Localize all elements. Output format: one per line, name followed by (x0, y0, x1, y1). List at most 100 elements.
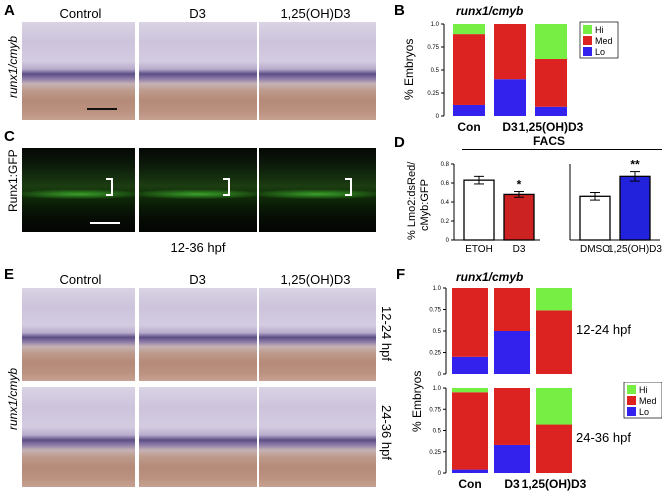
bar-segment-lo (452, 469, 488, 473)
legend-swatch-med (583, 36, 592, 45)
legend-label-med: Med (595, 36, 613, 46)
legend-swatch-med (627, 396, 636, 405)
y-tick-label: 0.75 (427, 45, 439, 51)
y-tick-label: 0 (436, 114, 440, 120)
micrograph-a-125ohd3 (259, 22, 376, 120)
y-axis-label: % Embryos (402, 39, 416, 100)
legend-swatch-lo (627, 407, 636, 416)
column-title-125ohd3: 1,25(OH)D3 (280, 6, 351, 21)
ylabel-f: % Embryos (410, 370, 424, 432)
bar-segment-hi (453, 24, 485, 35)
micrograph-e-125ohd3-top (259, 288, 376, 381)
y-tick-label: 0.8 (441, 162, 450, 168)
y-tick-label: 0 (438, 471, 442, 477)
bar-segment-lo (453, 104, 485, 116)
bar-segment-med (494, 288, 530, 331)
chart-b: % Embryos 0 0.25 0.5 0.75 1.0 Con D3 1,25(OH)D3 H… (402, 21, 619, 134)
bar-segment-hi (536, 388, 572, 425)
x-tick-label: D3 (502, 120, 518, 134)
y-tick-label: 0.6 (441, 181, 450, 187)
micrograph-a-control (22, 22, 135, 120)
panel-label-e: E (4, 266, 15, 283)
x-tick-label: 1,25(OH)D3 (519, 120, 584, 134)
bar-segment-med (535, 58, 567, 107)
column-title-d3-e: D3 (189, 272, 206, 287)
row-label-e-top: 12-24 hpf (379, 306, 394, 361)
ylabel-c: Runx1:GFP (6, 149, 20, 212)
legend-swatch-hi (583, 25, 592, 34)
bar-segment-med (452, 288, 488, 357)
scale-bar (87, 108, 117, 110)
micrograph-a-d3 (139, 22, 257, 120)
bracket-marker (106, 178, 113, 196)
bar-segment-med (494, 24, 526, 80)
x-tick-label: 1,25(OH)D3 (522, 477, 587, 491)
y-tick-label: 0.5 (433, 429, 442, 435)
bracket-marker (345, 178, 352, 196)
ylabel-d-line1: % Lmo2:dsRed/ (406, 161, 418, 240)
significance-left: * (517, 178, 522, 192)
bar (463, 179, 495, 241)
fluorescence-c-d3 (139, 148, 257, 232)
column-title-d3: D3 (189, 6, 206, 21)
ylabel-e: runx1/cmyb (6, 367, 20, 430)
legend-label-lo: Lo (639, 407, 649, 417)
y-tick-label: 1.0 (433, 386, 442, 392)
y-tick-label: 0.75 (429, 308, 441, 314)
y-tick-label: 0.25 (429, 351, 441, 357)
facs-title-rule (462, 149, 662, 150)
y-tick-label: 0 (438, 372, 442, 376)
legend-swatch-hi (627, 385, 636, 394)
legend-label-hi: Hi (639, 385, 648, 395)
x-tick-label: ETOH (465, 244, 493, 255)
panel-label-f: F (396, 266, 406, 283)
column-title-control: Control (59, 6, 102, 21)
bar-segment-hi (535, 24, 567, 59)
bar-segment-med (494, 388, 530, 445)
bar-segment-med (452, 392, 488, 470)
legend-label-lo: Lo (595, 47, 605, 57)
x-tick-label: Con (457, 120, 480, 134)
bar-segment-lo (494, 444, 530, 473)
panel-label-a: A (4, 2, 15, 19)
legend-label-med: Med (639, 396, 657, 406)
row-label-f-top: 12-24 hpf (576, 322, 631, 337)
row-label-e-bottom: 24-36 hpf (379, 405, 394, 460)
chart-f-top: 0 0.25 0.5 0.75 1.0 (429, 286, 572, 376)
panel-label-b: B (394, 2, 405, 19)
legend-swatch-lo (583, 47, 592, 56)
bracket-marker (223, 178, 230, 196)
ylabel-a: runx1/cmyb (6, 35, 20, 98)
y-tick-label: 1.0 (433, 286, 442, 292)
x-tick-label: D3 (504, 477, 520, 491)
micrograph-e-125ohd3-bottom (259, 387, 376, 487)
panel-label-c: C (4, 128, 15, 145)
bar-segment-lo (452, 356, 488, 374)
y-tick-label: 0.75 (429, 407, 441, 413)
fluorescence-c-control (22, 148, 135, 232)
caption-c: 12-36 hpf (170, 240, 226, 255)
y-tick-label: 0.25 (429, 450, 441, 456)
panel-label-d: D (394, 134, 405, 151)
bar-segment-lo (535, 106, 567, 116)
bar-segment-med (453, 34, 485, 105)
micrograph-e-control-bottom (22, 387, 135, 487)
micrograph-e-d3-bottom (139, 387, 257, 487)
bar-segment-med (536, 310, 572, 374)
chart-title-f: runx1/cmyb (456, 270, 524, 284)
micrograph-e-d3-top (139, 288, 257, 381)
y-tick-label: 0.5 (431, 68, 440, 74)
x-tick-label: DMSO (580, 244, 610, 255)
legend-label-hi: Hi (595, 25, 604, 35)
column-title-125ohd3-e: 1,25(OH)D3 (280, 272, 351, 287)
y-tick-label: 0 (446, 238, 450, 244)
y-tick-label: 0.2 (441, 219, 450, 225)
bar-segment-med (536, 424, 572, 473)
x-tick-label: 1,25(OH)D3 (608, 244, 662, 255)
y-tick-label: 0.25 (427, 91, 439, 97)
bar (619, 175, 651, 241)
x-tick-label: Con (458, 477, 481, 491)
chart-title-b: runx1/cmyb (456, 4, 524, 18)
bar-segment-hi (452, 388, 488, 393)
